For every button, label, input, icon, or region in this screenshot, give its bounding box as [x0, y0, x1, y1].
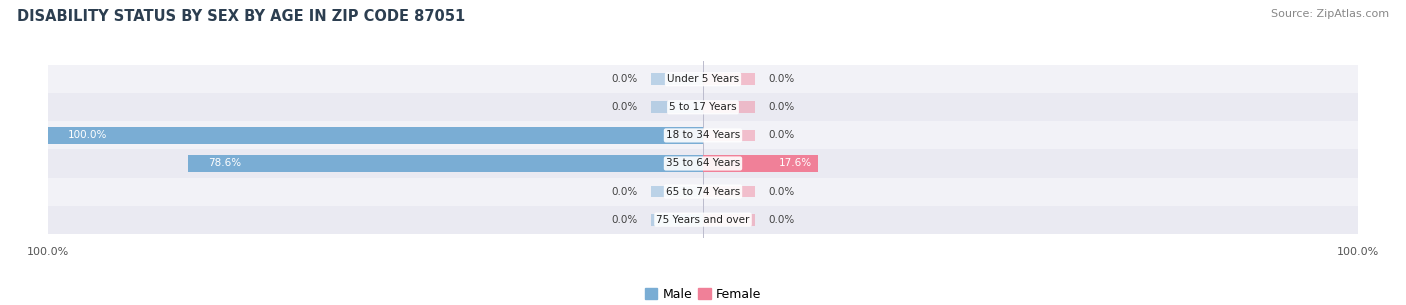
Bar: [651, 214, 703, 225]
Text: Under 5 Years: Under 5 Years: [666, 74, 740, 84]
Text: 18 to 34 Years: 18 to 34 Years: [666, 131, 740, 140]
Text: 100.0%: 100.0%: [67, 131, 107, 140]
Text: 0.0%: 0.0%: [769, 187, 794, 196]
Bar: [703, 214, 755, 225]
Bar: [48, 127, 703, 144]
Bar: [48, 149, 1358, 178]
Bar: [703, 155, 818, 172]
Text: 0.0%: 0.0%: [612, 215, 637, 225]
Bar: [48, 121, 1358, 149]
Text: 5 to 17 Years: 5 to 17 Years: [669, 102, 737, 112]
Bar: [651, 74, 703, 85]
Text: 0.0%: 0.0%: [612, 187, 637, 196]
Text: 0.0%: 0.0%: [769, 74, 794, 84]
Text: 0.0%: 0.0%: [612, 102, 637, 112]
Text: 0.0%: 0.0%: [769, 102, 794, 112]
Bar: [703, 74, 755, 85]
Text: Source: ZipAtlas.com: Source: ZipAtlas.com: [1271, 9, 1389, 19]
Text: 35 to 64 Years: 35 to 64 Years: [666, 159, 740, 168]
Text: 0.0%: 0.0%: [769, 131, 794, 140]
Text: 78.6%: 78.6%: [208, 159, 240, 168]
Text: 75 Years and over: 75 Years and over: [657, 215, 749, 225]
Bar: [703, 186, 755, 197]
Bar: [48, 93, 1358, 121]
Bar: [48, 178, 1358, 206]
Text: DISABILITY STATUS BY SEX BY AGE IN ZIP CODE 87051: DISABILITY STATUS BY SEX BY AGE IN ZIP C…: [17, 9, 465, 24]
Bar: [703, 102, 755, 113]
Bar: [703, 130, 755, 141]
Bar: [188, 155, 703, 172]
Legend: Male, Female: Male, Female: [640, 283, 766, 305]
Bar: [651, 102, 703, 113]
Bar: [48, 206, 1358, 234]
Text: 0.0%: 0.0%: [612, 74, 637, 84]
Bar: [48, 65, 1358, 93]
Text: 17.6%: 17.6%: [779, 159, 811, 168]
Text: 65 to 74 Years: 65 to 74 Years: [666, 187, 740, 196]
Text: 0.0%: 0.0%: [769, 215, 794, 225]
Bar: [651, 186, 703, 197]
